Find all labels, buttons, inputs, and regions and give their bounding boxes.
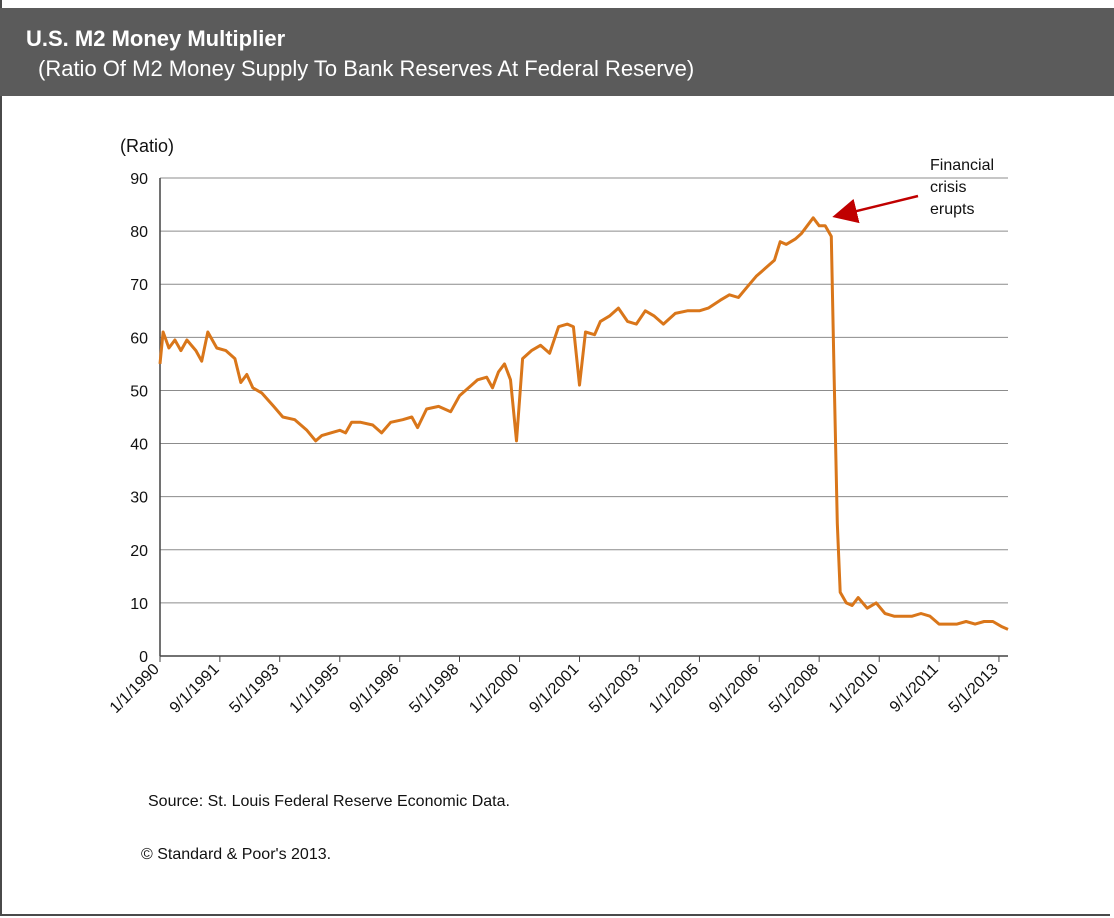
- x-tick-label: 9/1/2006: [706, 661, 762, 717]
- annotation-text-line: erupts: [930, 201, 974, 218]
- x-tick-label: 9/1/2011: [887, 661, 942, 716]
- y-tick-label: 30: [130, 490, 148, 507]
- x-tick-label: 1/1/1995: [287, 661, 343, 717]
- axes: [159, 178, 1008, 662]
- x-tick-label: 5/1/2008: [766, 661, 822, 717]
- x-tick-label: 1/1/2005: [646, 661, 702, 717]
- y-tick-label: 10: [130, 596, 148, 613]
- x-tick-label: 1/1/1990: [107, 661, 163, 717]
- annotation-text-line: crisis: [930, 179, 966, 196]
- x-tick-label: 1/1/2000: [466, 661, 522, 717]
- x-tick-label: 9/1/1996: [347, 661, 403, 717]
- y-axis-tick-labels: 0 10 20 30 40 50 60 70 80 90: [130, 171, 148, 666]
- y-tick-label: 50: [130, 383, 148, 400]
- chart-title: U.S. M2 Money Multiplier: [26, 26, 286, 51]
- copyright-note: © Standard & Poor's 2013.: [141, 846, 332, 863]
- chart-header: U.S. M2 Money Multiplier (Ratio Of M2 Mo…: [0, 8, 1114, 96]
- y-tick-label: 0: [139, 649, 148, 666]
- chart-subtitle: (Ratio Of M2 Money Supply To Bank Reserv…: [38, 56, 695, 81]
- y-tick-label: 40: [130, 437, 148, 454]
- x-tick-label: 5/1/1993: [226, 661, 282, 717]
- source-note: Source: St. Louis Federal Reserve Econom…: [148, 793, 510, 810]
- x-tick-label: 5/1/1998: [406, 661, 462, 717]
- series-line: [158, 216, 1009, 631]
- crisis-annotation: Financial crisis erupts: [832, 157, 994, 224]
- annotation-text-line: Financial: [930, 157, 994, 174]
- annotation-arrow: [832, 194, 919, 224]
- x-tick-label: 9/1/2001: [526, 661, 582, 717]
- y-tick-label: 80: [130, 224, 148, 241]
- y-axis-label: (Ratio): [120, 136, 174, 156]
- y-tick-label: 20: [130, 543, 148, 560]
- y-tick-label: 70: [130, 277, 148, 294]
- x-tick-label: 5/1/2013: [946, 661, 1002, 717]
- x-tick-label: 1/1/2010: [826, 661, 882, 717]
- y-tick-label: 60: [130, 330, 148, 347]
- x-tick-label: 9/1/1991: [167, 661, 223, 717]
- gridlines: [160, 177, 1008, 604]
- y-tick-label: 90: [130, 171, 148, 188]
- x-tick-label: 5/1/2003: [586, 661, 642, 717]
- x-axis-tick-labels: 1/1/1990 9/1/1991 5/1/1993 1/1/1995 9/1/1996…: [107, 661, 1002, 717]
